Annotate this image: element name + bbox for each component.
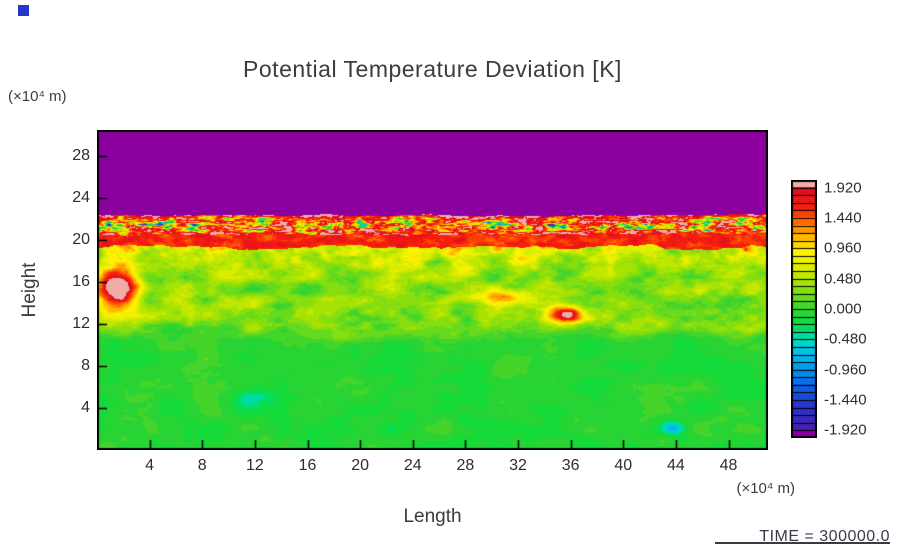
colorbar-tick-label: -0.960 — [824, 361, 867, 379]
y-tick-label: 4 — [81, 399, 90, 417]
colorbar — [791, 180, 817, 438]
x-axis-unit: (×10⁴ m) — [736, 480, 795, 497]
x-tick-label: 8 — [197, 457, 207, 474]
x-tick-label: 20 — [351, 457, 370, 474]
chart-title: Potential Temperature Deviation [K] — [243, 56, 622, 82]
colorbar-tick-label: -1.440 — [824, 391, 867, 409]
cropped-line — [715, 542, 890, 544]
x-tick-label: 12 — [245, 457, 264, 474]
x-tick-label: 40 — [614, 457, 633, 474]
colorbar-tick-label: 1.440 — [824, 209, 862, 227]
y-tick-label: 8 — [81, 357, 90, 375]
x-axis-label: Length — [403, 506, 462, 527]
x-tick-label: 4 — [145, 457, 155, 474]
y-axis-label: Height — [19, 262, 40, 318]
colorbar-tick-label: -0.480 — [824, 330, 867, 348]
x-tick-label: 44 — [666, 457, 685, 474]
colorbar-tick-label: 0.960 — [824, 239, 862, 257]
y-tick-label: 28 — [72, 147, 90, 165]
x-tick-label: 24 — [403, 457, 422, 474]
y-tick-label: 24 — [72, 189, 90, 207]
colorbar-tick-label: 0.480 — [824, 270, 862, 288]
heatmap-plot — [97, 130, 768, 450]
time-label: TIME = 300000.0 — [759, 528, 890, 544]
x-tick-label: 36 — [561, 457, 580, 474]
y-tick-label: 12 — [72, 315, 90, 333]
colorbar-tick-label: -1.920 — [824, 421, 867, 439]
x-tick-label: 28 — [456, 457, 475, 474]
y-tick-label: 20 — [72, 231, 90, 249]
y-axis-unit: (×10⁴ m) — [8, 88, 67, 105]
x-tick-label: 48 — [719, 457, 738, 474]
x-tick-label: 16 — [298, 457, 317, 474]
colorbar-tick-label: 1.920 — [824, 179, 862, 197]
corner-artifact — [18, 5, 29, 16]
y-tick-label: 16 — [72, 273, 90, 291]
colorbar-tick-label: 0.000 — [824, 300, 862, 318]
x-tick-label: 32 — [509, 457, 527, 474]
